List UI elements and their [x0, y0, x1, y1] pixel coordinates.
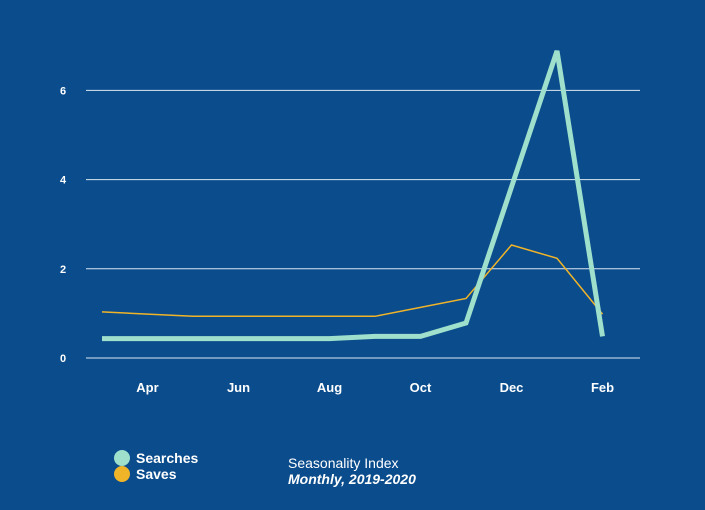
x-tick-label: Apr	[136, 380, 158, 395]
x-tick-label: Feb	[591, 380, 614, 395]
series-line-saves	[101, 244, 604, 318]
y-tick-label: 4	[60, 175, 67, 187]
saves-swatch-icon	[114, 466, 130, 482]
grid	[86, 89, 640, 359]
legend-label-saves: Saves	[136, 466, 177, 482]
searches-swatch-icon	[114, 450, 130, 466]
y-tick-label: 2	[60, 264, 66, 276]
y-tick-label: 6	[60, 85, 66, 97]
legend-label-searches: Searches	[136, 450, 199, 466]
x-tick-label: Dec	[500, 380, 524, 395]
legend-item-saves: Saves	[114, 466, 198, 482]
series-lines	[101, 50, 605, 342]
y-tick-label: 0	[60, 353, 66, 365]
caption-title: Seasonality Index	[288, 455, 399, 471]
x-axis-ticks: Apr Jun Aug Oct Dec Feb	[136, 380, 614, 395]
legend: Searches Saves	[114, 450, 198, 482]
legend-item-searches: Searches	[114, 450, 198, 466]
seasonality-chart: 0 2 4 6 Apr Jun Aug Oct Dec Feb	[60, 50, 640, 395]
x-tick-label: Aug	[317, 380, 342, 395]
x-tick-label: Jun	[227, 380, 250, 395]
chart-caption: Seasonality Index Monthly, 2019-2020	[288, 455, 416, 487]
caption-subtitle: Monthly, 2019-2020	[288, 471, 416, 487]
series-line-searches	[102, 50, 605, 342]
x-tick-label: Oct	[410, 380, 432, 395]
y-axis-ticks: 0 2 4 6	[60, 85, 67, 365]
